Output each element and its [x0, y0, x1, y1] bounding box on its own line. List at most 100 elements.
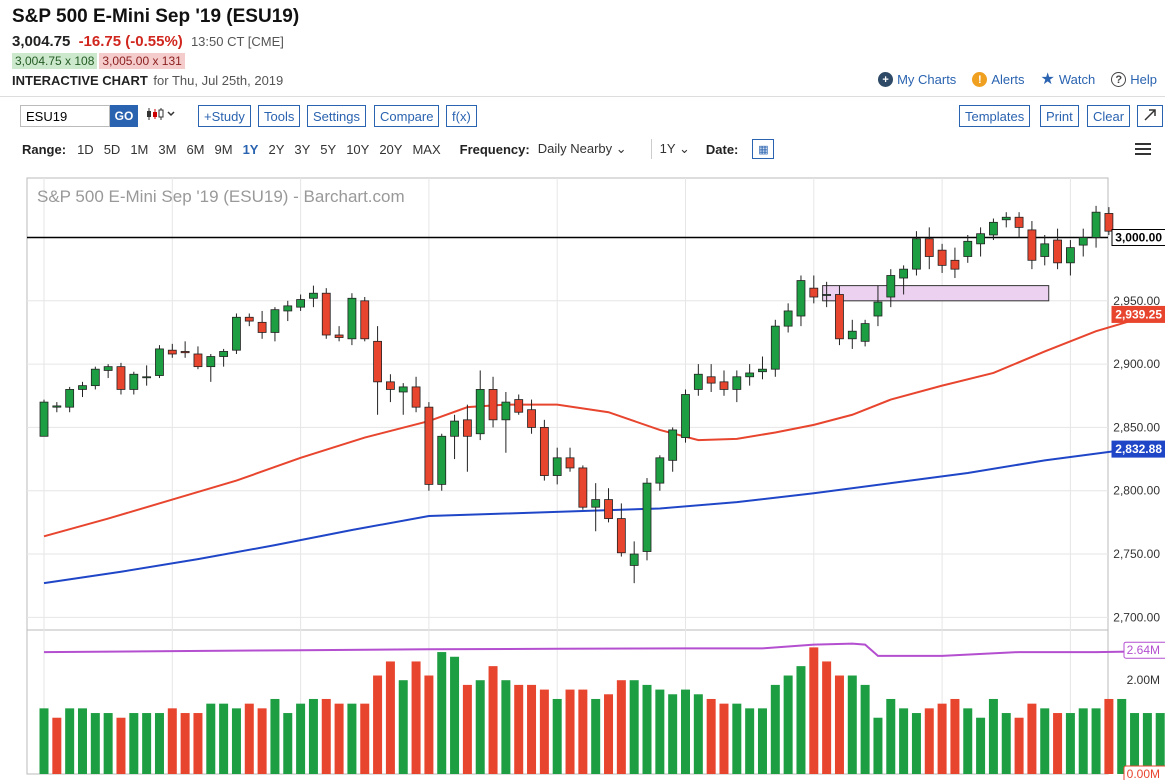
range-option[interactable]: 5Y	[320, 141, 337, 157]
watch-link[interactable]: ★ Watch	[1041, 71, 1096, 87]
volume-bar	[616, 680, 626, 774]
candle-body	[963, 240, 973, 257]
volume-bar	[899, 708, 909, 774]
volume-tag	[1123, 641, 1165, 659]
frequency-label: Frequency:	[459, 141, 530, 157]
volume-bar	[1065, 713, 1075, 774]
print-button[interactable]: Print	[1040, 105, 1079, 127]
help-link[interactable]: ? Help	[1111, 72, 1157, 87]
help-label: Help	[1130, 72, 1157, 87]
volume-bar	[604, 694, 614, 774]
my-charts-link[interactable]: + My Charts	[878, 72, 956, 87]
volume-bar	[565, 689, 575, 774]
chevron-down-icon: ⌄	[615, 141, 627, 156]
candle-body	[1078, 237, 1088, 246]
range-option[interactable]: 6M	[186, 141, 205, 157]
chart-type-dropdown[interactable]	[146, 107, 178, 124]
range-option[interactable]: 10Y	[346, 141, 370, 157]
volume-bar	[937, 703, 947, 774]
volume-bar	[668, 694, 678, 774]
price-chart[interactable]: 3,000.00 2,950.00 2,900.00 2,850.00 2,800.00…	[0, 170, 1165, 780]
volume-bar	[976, 717, 986, 774]
fx-button[interactable]: f(x)	[446, 105, 477, 127]
alerts-link[interactable]: ! Alerts	[972, 72, 1025, 87]
volume-bar	[450, 656, 460, 774]
expand-button[interactable]	[1137, 105, 1163, 127]
volume-bar	[154, 713, 164, 774]
calendar-icon[interactable]: ▦	[752, 139, 775, 159]
volume-bar	[719, 703, 729, 774]
candle-body	[501, 401, 511, 421]
volume-bar	[180, 713, 190, 774]
candle-body	[847, 330, 857, 340]
settings-button[interactable]: Settings	[307, 105, 366, 127]
compare-button[interactable]: Compare	[374, 105, 440, 127]
candle-body	[437, 435, 447, 485]
volume-bar	[757, 708, 767, 774]
tools-button[interactable]: Tools	[258, 105, 301, 127]
volume-bar	[1130, 713, 1140, 774]
candle-body	[1091, 211, 1101, 238]
candle-body	[924, 238, 934, 257]
alert-icon: !	[972, 72, 988, 87]
period-dropdown[interactable]: 1Y ⌄	[660, 141, 690, 157]
volume-bar	[334, 703, 344, 774]
volume-bar	[65, 708, 75, 774]
volume-bar	[77, 708, 87, 774]
volume-bar	[796, 666, 806, 774]
candle-body	[321, 292, 331, 336]
candle-body	[475, 389, 485, 435]
chart-date: for Thu, Jul 25th, 2019	[153, 73, 284, 88]
volume-bar	[424, 675, 434, 774]
volume-bar	[873, 717, 883, 774]
candle-body	[1001, 216, 1011, 221]
range-option[interactable]: 20Y	[379, 141, 403, 157]
frequency-dropdown[interactable]: Daily Nearby ⌄	[538, 141, 627, 157]
candle-body	[90, 368, 100, 387]
candle-body	[835, 294, 844, 340]
volume-bar	[629, 680, 639, 774]
candle-body	[578, 467, 588, 508]
candle-body	[591, 499, 601, 508]
range-option[interactable]: MAX	[412, 141, 441, 157]
candle-body	[116, 366, 126, 390]
study-button[interactable]: +Study	[198, 105, 251, 127]
candle-body	[912, 238, 921, 270]
candle-body	[129, 373, 139, 390]
volume-bar	[39, 708, 49, 774]
range-option[interactable]: 3M	[158, 141, 177, 157]
candle-body	[1014, 216, 1024, 228]
chevron-down-icon: ⌄	[678, 141, 690, 156]
volume-bar	[437, 652, 447, 774]
frequency-value: Daily Nearby	[537, 141, 613, 156]
candle-body	[270, 309, 280, 333]
y-tick-label: 2,750.00	[1113, 547, 1160, 561]
volume-bar	[1104, 698, 1114, 774]
templates-button[interactable]: Templates	[959, 105, 1031, 127]
volume-bar	[219, 703, 229, 774]
range-option[interactable]: 3Y	[294, 141, 311, 157]
volume-bar	[539, 689, 549, 774]
volume-bar	[693, 694, 703, 774]
volume-bar	[129, 713, 139, 774]
my-charts-label: My Charts	[897, 72, 957, 87]
volume-bar	[822, 661, 832, 774]
range-option[interactable]: 2Y	[268, 141, 285, 157]
volume-bar	[578, 689, 588, 774]
range-option[interactable]: 9M	[214, 141, 233, 157]
symbol-input[interactable]	[20, 105, 110, 127]
range-option[interactable]: 5D	[103, 141, 121, 157]
clear-button[interactable]: Clear	[1087, 105, 1131, 127]
range-option[interactable]: 1D	[77, 141, 94, 157]
volume-bar	[950, 698, 960, 774]
volume-bar	[231, 708, 241, 774]
hamburger-menu-icon[interactable]	[1135, 140, 1151, 158]
volume-bar	[591, 698, 601, 774]
volume-bar	[681, 689, 690, 774]
candle-body	[1040, 243, 1050, 257]
range-option[interactable]: 1M	[130, 141, 149, 157]
range-option[interactable]: 1Y	[242, 141, 259, 157]
go-button[interactable]: GO	[110, 105, 138, 127]
volume-bar	[745, 708, 755, 774]
volume-bar	[886, 698, 896, 774]
